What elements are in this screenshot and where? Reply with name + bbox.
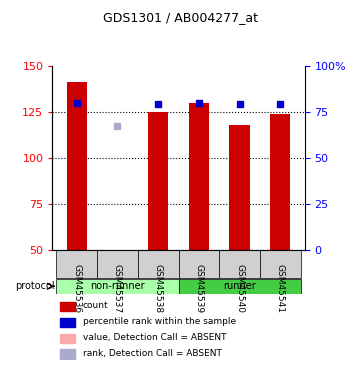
- Text: rank, Detection Call = ABSENT: rank, Detection Call = ABSENT: [83, 349, 222, 358]
- Bar: [60, 350, 75, 358]
- Text: GSM45540: GSM45540: [235, 264, 244, 313]
- Text: GSM45538: GSM45538: [154, 264, 163, 314]
- Text: GSM45537: GSM45537: [113, 264, 122, 314]
- Text: GDS1301 / AB004277_at: GDS1301 / AB004277_at: [103, 11, 258, 24]
- Bar: [60, 302, 75, 311]
- Text: runner: runner: [223, 281, 256, 291]
- Bar: [60, 318, 75, 327]
- Bar: [260, 250, 301, 278]
- Bar: [178, 250, 219, 278]
- Text: percentile rank within the sample: percentile rank within the sample: [83, 317, 236, 326]
- Text: GSM45536: GSM45536: [72, 264, 81, 314]
- Bar: [178, 279, 301, 294]
- Bar: [189, 102, 209, 250]
- Bar: [67, 82, 87, 250]
- Text: count: count: [83, 301, 108, 310]
- Bar: [148, 112, 168, 250]
- Text: non-runner: non-runner: [90, 281, 145, 291]
- Text: GSM45539: GSM45539: [194, 264, 203, 314]
- Bar: [60, 333, 75, 343]
- Bar: [138, 250, 178, 278]
- Bar: [97, 250, 138, 278]
- Bar: [56, 250, 97, 278]
- Text: GSM45541: GSM45541: [276, 264, 285, 313]
- Bar: [229, 124, 250, 250]
- Text: value, Detection Call = ABSENT: value, Detection Call = ABSENT: [83, 333, 226, 342]
- Bar: [56, 279, 178, 294]
- Bar: [219, 250, 260, 278]
- Text: protocol: protocol: [15, 281, 55, 291]
- Bar: [270, 114, 290, 250]
